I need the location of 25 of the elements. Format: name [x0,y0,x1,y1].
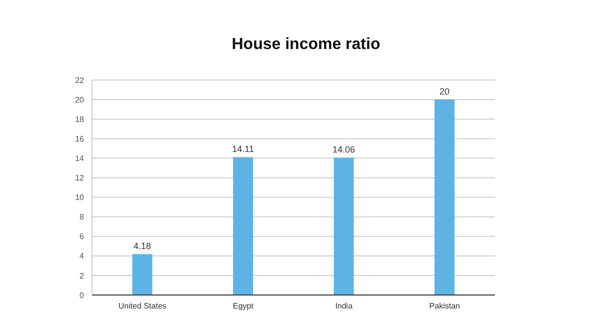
bar [334,158,354,295]
data-label: 20 [440,86,450,97]
y-tick-label: 14 [75,154,85,164]
x-tick-label: United States [118,302,166,311]
data-label: 4.18 [134,241,152,252]
data-label: 14.06 [332,144,356,155]
bar [233,157,254,295]
y-tick-label: 18 [75,114,85,124]
chart-title: House income ratio [230,36,382,54]
y-tick-label: 10 [75,193,85,202]
y-tick-label: 12 [75,174,85,183]
bar [132,254,152,295]
y-tick-label: 8 [80,212,85,222]
bar [434,100,455,295]
x-tick-label: Pakistan [429,302,460,311]
y-tick-label: 20 [75,95,85,104]
x-tick-label: Egypt [232,302,254,311]
x-tick-label: India [335,302,354,311]
y-tick-label: 4 [80,252,85,261]
y-tick-label: 16 [75,134,85,144]
y-tick-label: 2 [80,271,85,280]
y-tick-label: 0 [80,290,85,300]
data-label: 14.11 [232,144,254,154]
y-tick-label: 22 [75,76,85,85]
y-tick-label: 6 [80,232,85,242]
